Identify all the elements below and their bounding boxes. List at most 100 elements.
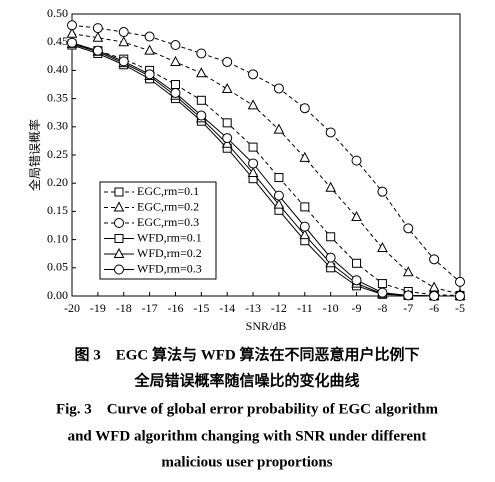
legend-marker [114,264,124,275]
y-tick-label: 0.45 [47,34,68,48]
marker [221,82,233,94]
marker [325,127,336,138]
y-tick-label: 0.35 [47,90,68,104]
marker [455,291,465,301]
marker [92,45,103,56]
y-tick-label: 0.50 [47,6,68,20]
marker [144,44,155,55]
marker [326,232,336,242]
legend-marker [113,247,125,258]
caption: 全局错误概率随信噪比的变化曲线 [133,371,359,389]
y-tick-label: 0.20 [47,175,68,189]
y-tick-label: 0.00 [47,288,68,302]
legend-label: WFD,rm=0.2 [137,246,202,260]
series-line [71,24,461,283]
legend-box [99,181,217,280]
legend-label: WFD,rm=0.3 [137,261,202,275]
x-tick-label: -15 [193,301,209,315]
x-tick-label: -8 [377,301,387,315]
y-tick-label: 0.10 [47,231,68,245]
marker [428,281,440,292]
x-tick-label: -14 [219,301,235,315]
marker [222,133,233,144]
series-line [71,42,460,297]
marker [429,254,440,265]
marker [403,223,414,234]
marker [222,118,232,128]
marker [248,142,258,152]
marker [325,252,336,263]
legend-marker [114,187,124,197]
marker [196,67,207,78]
marker [170,55,181,66]
marker [67,37,77,48]
legend-marker [114,218,124,228]
series-line [71,33,461,295]
x-axis-label: SNR/dB [246,319,287,333]
marker [170,87,181,98]
x-tick-label: -18 [116,301,132,315]
series-line [71,43,460,297]
y-tick-label: 0.25 [47,147,68,161]
marker [67,20,77,31]
x-tick-label: -12 [271,301,287,315]
legend-marker [114,234,124,243]
x-tick-label: -9 [352,301,362,315]
x-tick-label: -5 [455,301,465,315]
marker [455,276,465,287]
x-tick-label: -13 [245,301,261,315]
marker [170,40,181,51]
marker [144,69,155,80]
marker [196,95,206,105]
marker [118,27,129,38]
x-tick-label: -6 [429,301,439,315]
legend-label: WFD,rm=0.1 [137,230,202,244]
marker [118,36,130,47]
x-tick-label: -11 [297,301,313,315]
x-tick-label: -17 [142,301,158,315]
marker [351,275,362,286]
caption: Fig. 3 Curve of global error probability… [56,401,439,417]
marker [377,287,388,298]
marker [377,279,387,289]
legend-label: EGC,rm=0.2 [137,199,199,213]
caption: and WFD algorithm changing with SNR unde… [68,428,427,444]
marker [66,27,78,38]
marker [299,103,310,114]
marker [92,23,103,34]
marker [196,48,207,59]
x-tick-label: -20 [64,301,80,315]
caption: 图 3 EGC 算法与 WFD 算法在不同恶意用户比例下 [74,345,419,363]
marker [144,31,155,42]
caption: malicious user proportions [161,454,332,470]
marker [248,158,259,169]
x-tick-label: -19 [90,301,106,315]
marker [300,202,310,212]
marker [377,241,388,253]
marker [222,56,233,67]
marker [118,56,129,67]
marker [402,266,414,277]
y-tick-label: 0.40 [47,62,68,76]
marker [273,190,284,201]
marker [351,210,362,222]
legend-marker [113,201,125,212]
marker [273,123,285,134]
marker [299,151,311,162]
y-tick-label: 0.05 [47,260,68,274]
marker [299,229,311,240]
x-tick-label: -16 [167,301,183,315]
marker [92,31,104,42]
marker [377,186,388,197]
marker [429,291,440,301]
x-tick-label: -10 [323,301,339,315]
marker [274,173,284,183]
marker [351,155,362,166]
marker [248,69,259,80]
series-line [71,43,461,296]
marker [325,181,336,192]
y-tick-label: 0.30 [47,119,68,133]
marker [299,221,310,232]
marker [273,83,284,94]
